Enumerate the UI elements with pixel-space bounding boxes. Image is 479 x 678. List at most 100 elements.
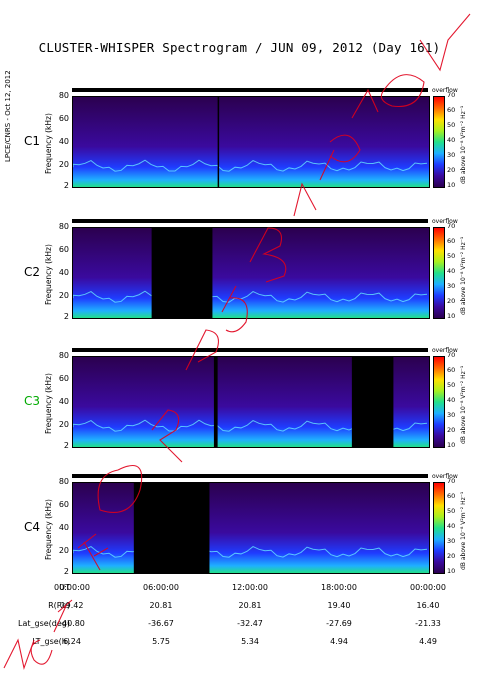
colorbar-overflow-label: overflow — [432, 218, 458, 225]
orbit-row-label: UT — [59, 583, 70, 592]
colorbar-tick: 60 — [447, 237, 456, 245]
emission-trace — [73, 545, 428, 558]
y-tick-label: 60 — [58, 374, 69, 384]
y-axis-label: Frequency (kHz) — [44, 113, 53, 174]
orbit-value: 4.94 — [330, 637, 348, 646]
colorbar — [433, 482, 445, 574]
spectrogram-plot — [72, 356, 430, 448]
colorbar-tick: 30 — [447, 151, 456, 159]
colorbar-tick: 40 — [447, 396, 456, 404]
orbit-value: 20.81 — [238, 601, 262, 610]
spectrogram-plot — [72, 482, 430, 574]
colorbar-tick: 10 — [447, 312, 456, 320]
emission-trace — [73, 159, 428, 172]
colorbar-tick: 20 — [447, 426, 456, 434]
x-tick-label: 00:00:00 — [410, 583, 446, 592]
y-tick-label: 40 — [58, 397, 69, 407]
spacecraft-label: C3 — [24, 394, 41, 408]
x-tick-label: 12:00:00 — [232, 583, 268, 592]
spectrogram-plot — [72, 96, 430, 188]
y-tick-label: 60 — [58, 245, 69, 255]
colorbar-tick: 10 — [447, 181, 456, 189]
colorbar-label: dB above 10⁻⁸ V²m⁻² Hz⁻¹ — [460, 365, 467, 444]
spectrum-background — [73, 483, 429, 573]
y-tick-label: 2 — [63, 181, 69, 190]
y-tick-label: 2 — [63, 567, 69, 576]
spacecraft-label: C1 — [24, 134, 41, 148]
colorbar-tick: 50 — [447, 252, 456, 260]
orbit-value: -27.69 — [326, 619, 352, 628]
colorbar-tick: 60 — [447, 366, 456, 374]
spacecraft-label: C2 — [24, 265, 41, 279]
colorbar-tick: 30 — [447, 537, 456, 545]
x-tick-label: 00:00:00 — [54, 583, 90, 592]
panel-top-strip — [72, 219, 428, 223]
panel-top-strip — [72, 348, 428, 352]
y-tick-label: 2 — [63, 441, 69, 450]
colorbar-label: dB above 10⁻⁸ V²m⁻² Hz⁻¹ — [460, 105, 467, 184]
colorbar-tick: 20 — [447, 552, 456, 560]
y-tick-label: 2 — [63, 312, 69, 321]
colorbar — [433, 96, 445, 188]
colorbar-overflow-label: overflow — [432, 473, 458, 480]
orbit-value: 19.40 — [327, 601, 351, 610]
orbit-value: 5.75 — [152, 637, 170, 646]
orbit-row-label: Lat_gse(deg) — [18, 619, 70, 628]
y-tick-label: 20 — [58, 420, 69, 430]
orbit-value: 6.24 — [63, 637, 81, 646]
panel-top-strip — [72, 474, 428, 478]
spacecraft-label: C4 — [24, 520, 41, 534]
orbit-value: -21.33 — [415, 619, 441, 628]
colorbar-tick: 70 — [447, 91, 456, 99]
colorbar-tick: 20 — [447, 297, 456, 305]
orbit-value: -32.47 — [237, 619, 263, 628]
colorbar-tick: 10 — [447, 441, 456, 449]
colorbar-tick: 20 — [447, 166, 456, 174]
y-tick-label: 60 — [58, 114, 69, 124]
data-gap — [217, 97, 220, 187]
orbit-value: 4.49 — [419, 637, 437, 646]
y-axis-label: Frequency (kHz) — [44, 499, 53, 560]
y-tick-label: 40 — [58, 523, 69, 533]
orbit-value: -40.80 — [59, 619, 85, 628]
y-tick-label: 60 — [58, 500, 69, 510]
data-gap — [351, 357, 394, 447]
y-tick-label: 80 — [58, 91, 69, 100]
page-title: CLUSTER-WHISPER Spectrogram / JUN 09, 20… — [38, 40, 441, 55]
data-gap — [213, 357, 218, 447]
orbit-value: -36.67 — [148, 619, 174, 628]
orbit-value: 16.40 — [416, 601, 440, 610]
x-tick-label: 18:00:00 — [321, 583, 357, 592]
y-tick-label: 80 — [58, 477, 69, 486]
colorbar-tick: 30 — [447, 282, 456, 290]
y-tick-label: 80 — [58, 351, 69, 360]
colorbar-tick: 10 — [447, 567, 456, 575]
y-axis-label: Frequency (kHz) — [44, 244, 53, 305]
colorbar-overflow-label: overflow — [432, 347, 458, 354]
colorbar-tick: 40 — [447, 267, 456, 275]
y-axis-label: Frequency (kHz) — [44, 373, 53, 434]
spectrum-background — [73, 228, 429, 318]
panel-top-strip — [72, 88, 428, 92]
spectrogram-plot — [72, 227, 430, 319]
watermark-stroke — [293, 182, 317, 217]
colorbar-tick: 40 — [447, 522, 456, 530]
y-tick-label: 40 — [58, 137, 69, 147]
colorbar — [433, 227, 445, 319]
colorbar-tick: 60 — [447, 106, 456, 114]
y-tick-label: 40 — [58, 268, 69, 278]
orbit-value: 19.42 — [60, 601, 84, 610]
colorbar-tick: 70 — [447, 222, 456, 230]
y-tick-label: 80 — [58, 222, 69, 231]
colorbar-tick: 50 — [447, 121, 456, 129]
colorbar-tick: 50 — [447, 381, 456, 389]
colorbar-tick: 70 — [447, 351, 456, 359]
spectrum-background — [73, 97, 429, 187]
colorbar-overflow-label: overflow — [432, 87, 458, 94]
side-note: LPCE/CNRS - Oct 12, 2012 — [4, 70, 12, 162]
colorbar — [433, 356, 445, 448]
orbit-value: 5.34 — [241, 637, 259, 646]
colorbar-tick: 70 — [447, 477, 456, 485]
colorbar-tick: 60 — [447, 492, 456, 500]
data-gap — [151, 228, 213, 318]
